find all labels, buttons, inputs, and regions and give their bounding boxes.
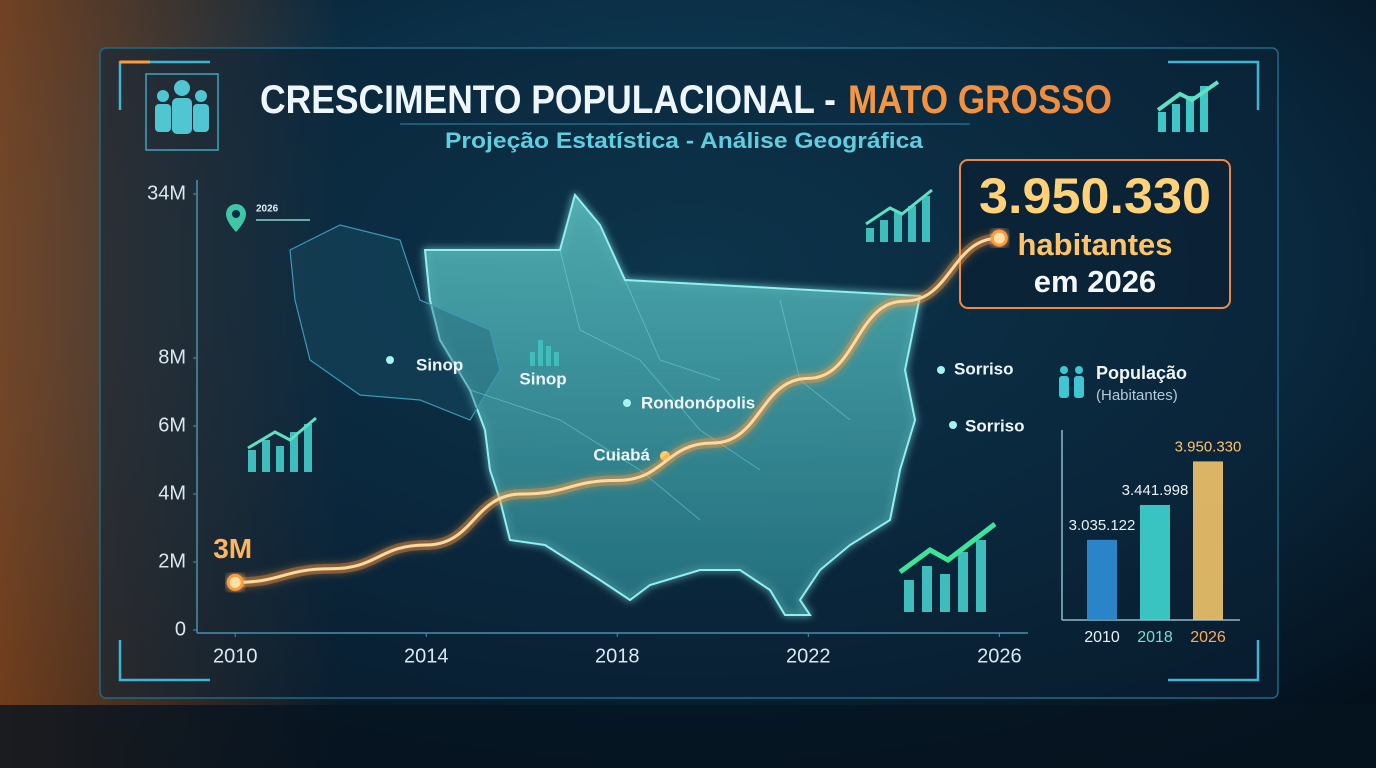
- callout-line: em 2026: [1034, 264, 1156, 299]
- callout-box: [959, 159, 1231, 309]
- title: CRESCIMENTO POPULACIONAL - MATO GROSSO: [260, 78, 1112, 122]
- map-icons: [247, 188, 997, 612]
- bar: [1140, 504, 1170, 620]
- map-rivers: [469, 249, 851, 521]
- y-tick-label: 8M: [158, 346, 186, 368]
- growth-icon: [1156, 80, 1220, 132]
- bar-chart-icon: [1059, 366, 1084, 398]
- x-tick-label: 2010: [1084, 629, 1120, 646]
- x-tick-label: 2018: [595, 645, 640, 667]
- map-label: Sorriso: [965, 416, 1025, 435]
- map-label: Sorriso: [954, 359, 1014, 378]
- x-tick-label: 2026: [977, 645, 1022, 667]
- map-label: Rondonópolis: [641, 393, 755, 412]
- x-tick-label: 2022: [786, 645, 831, 667]
- bar: [1193, 461, 1223, 620]
- pin-icon: [226, 204, 246, 232]
- x-tick-label: 2014: [404, 645, 449, 667]
- bar-chart-subtitle: (Habitantes): [1096, 387, 1178, 404]
- pin-year: 2026: [256, 204, 279, 215]
- point: [990, 229, 1008, 247]
- subtitle: Projeção Estatística - Análise Geográfic…: [445, 128, 924, 153]
- map-label: Cuiabá: [593, 445, 650, 464]
- floor: [0, 705, 1376, 768]
- neighbor-map: [289, 224, 501, 421]
- bar-value-label: 3.441.998: [1122, 482, 1189, 499]
- y-tick-label: 2M: [158, 550, 186, 572]
- annotation: 3M: [213, 533, 252, 564]
- x-tick-label: 2018: [1137, 629, 1173, 646]
- y-tick-label: 6M: [158, 414, 186, 436]
- map-label: Sinop: [416, 355, 463, 374]
- people-icon: [145, 73, 219, 151]
- state-map: [423, 192, 922, 616]
- bar-value-label: 3.950.330: [1175, 438, 1242, 455]
- callout-line: habitantes: [1017, 227, 1172, 262]
- point: [226, 573, 244, 591]
- y-tick-label: 34M: [147, 182, 186, 204]
- line: [235, 236, 1000, 584]
- bar: [1087, 539, 1117, 620]
- x-tick-label: 2010: [213, 645, 258, 667]
- x-tick-label: 2026: [1190, 629, 1226, 646]
- title-accent: MATO GROSSO: [848, 78, 1112, 122]
- title-main: CRESCIMENTO POPULACIONAL -: [260, 78, 836, 122]
- bar-value-label: 3.035.122: [1069, 517, 1136, 534]
- bar-chart-title: População: [1096, 363, 1187, 383]
- callout-value: 3.950.330: [979, 168, 1211, 224]
- map-label: Sinop: [519, 369, 566, 388]
- y-tick-label: 0: [175, 618, 186, 640]
- y-tick-label: 4M: [158, 482, 186, 504]
